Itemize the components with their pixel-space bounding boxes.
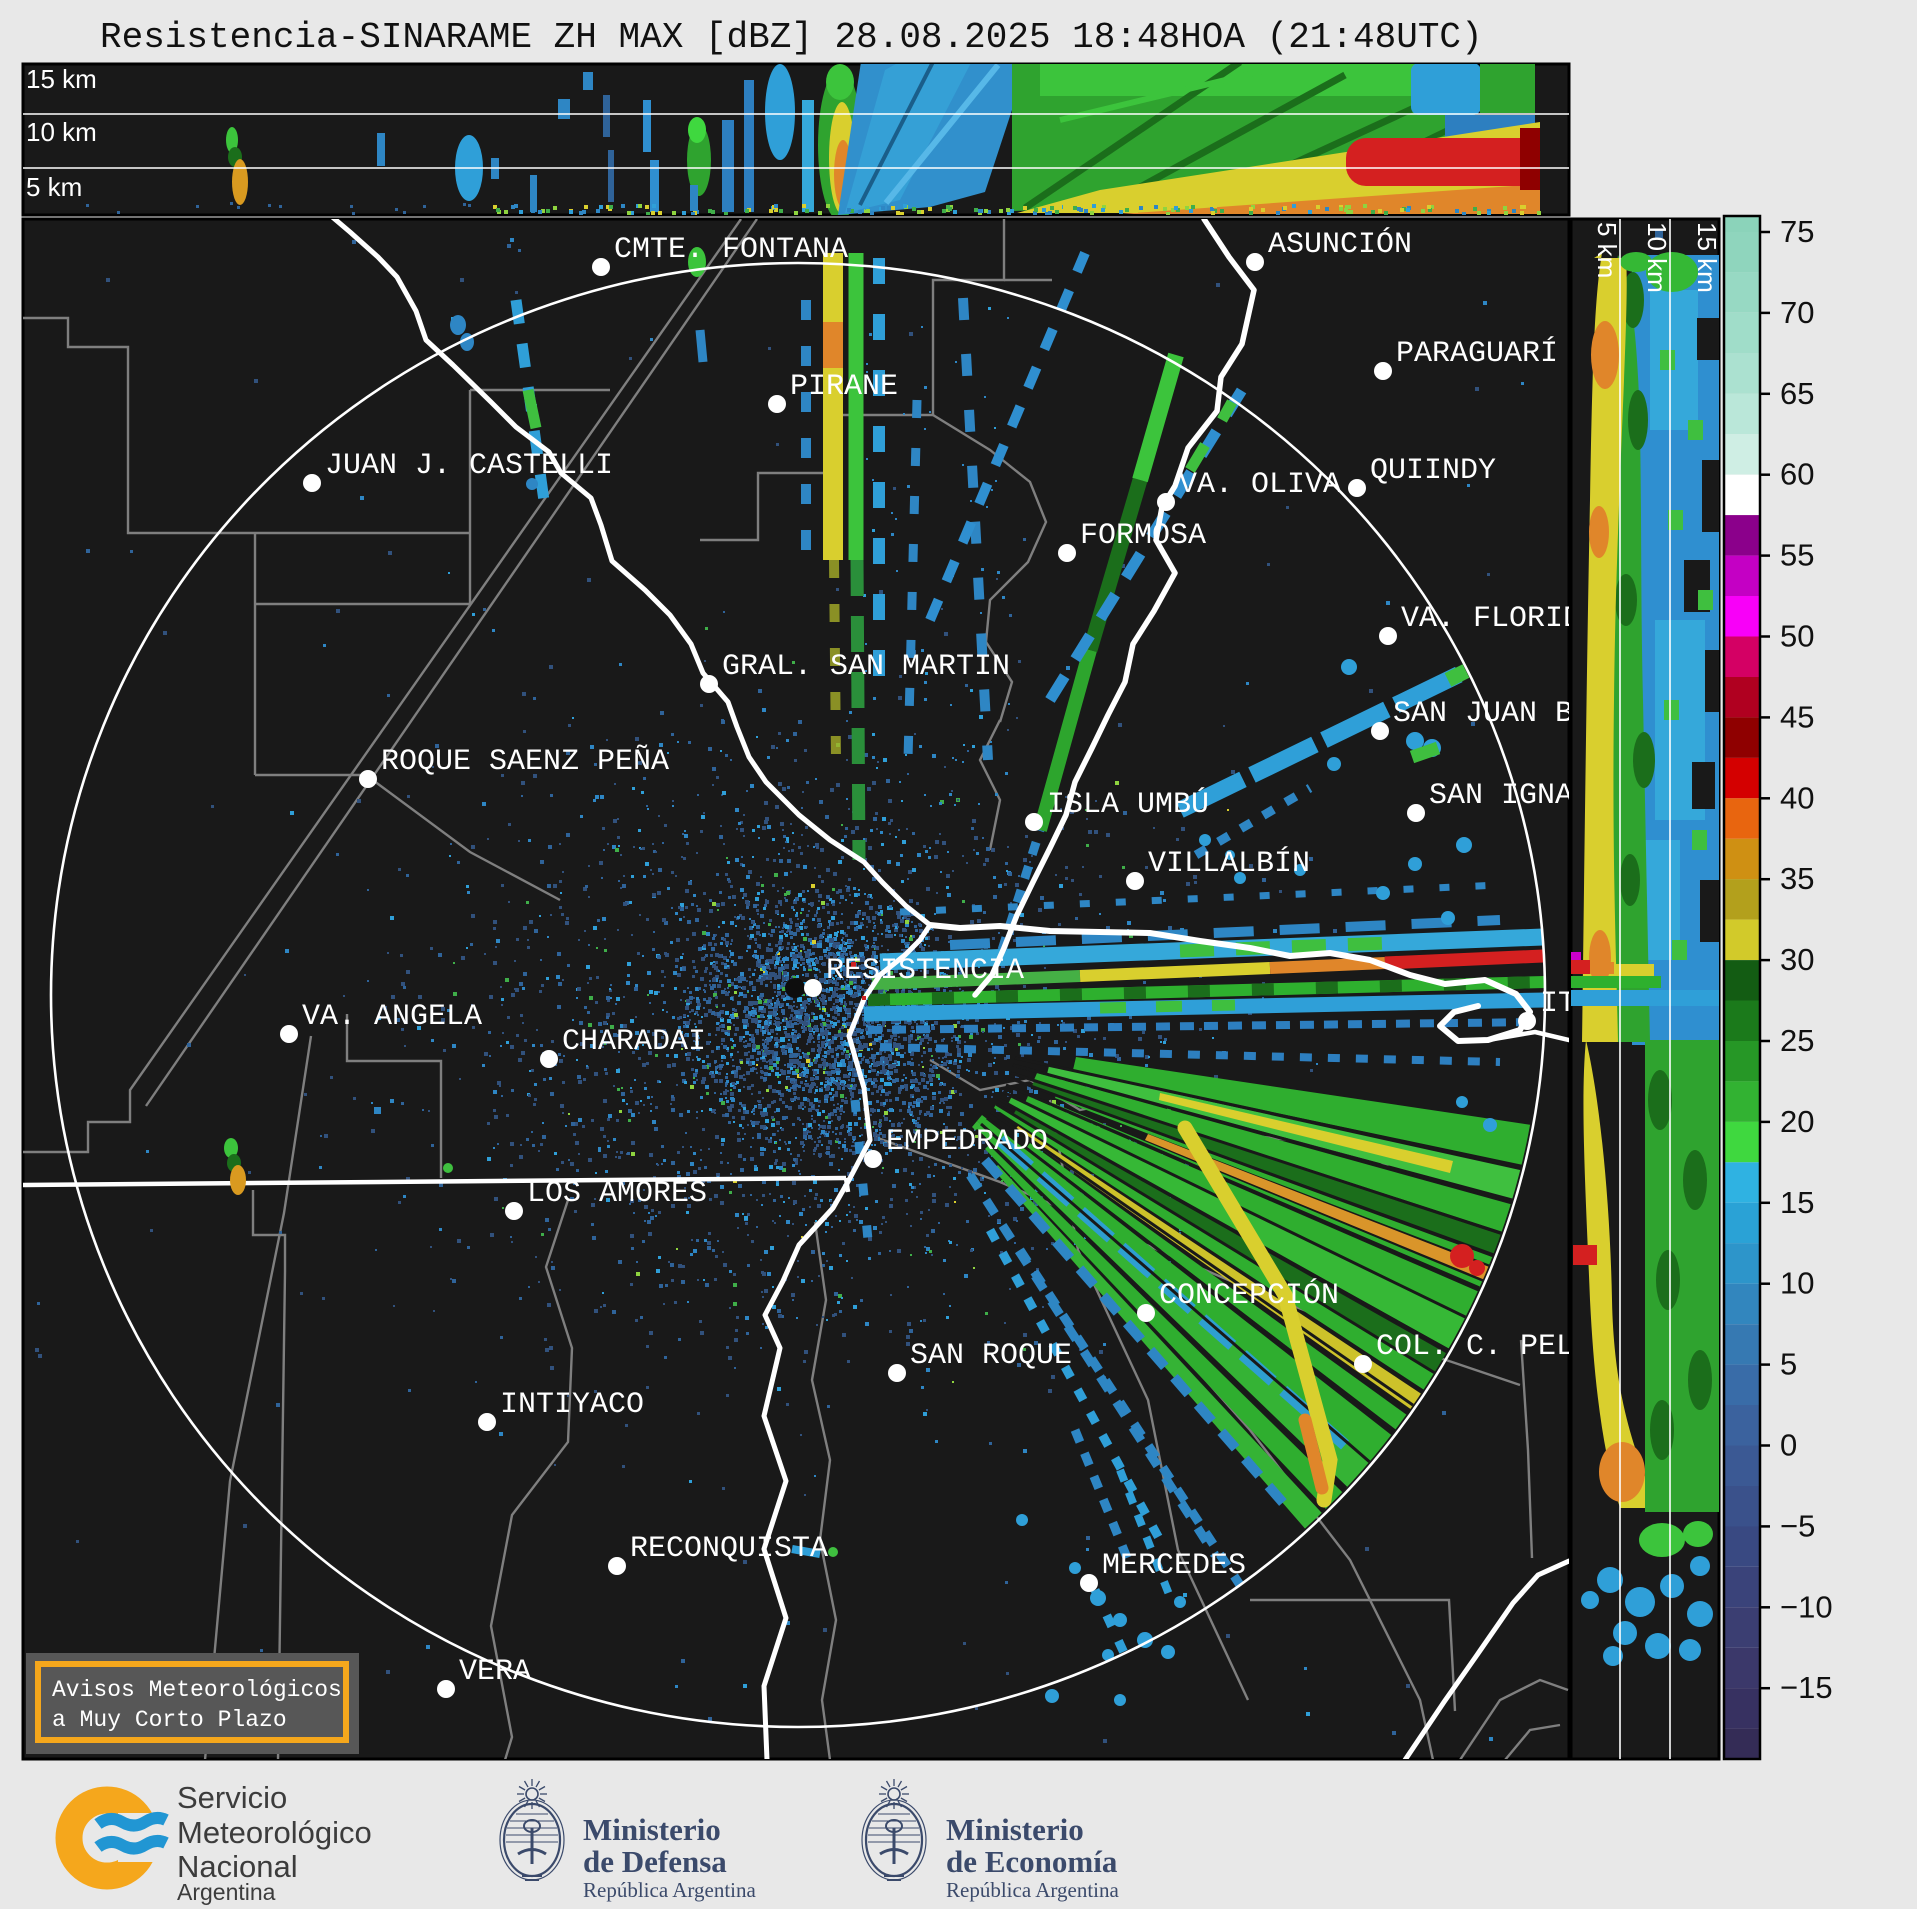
svg-text:FORMOSA: FORMOSA — [1080, 519, 1206, 553]
svg-text:Resistencia-SINARAME ZH MAX [d: Resistencia-SINARAME ZH MAX [dBZ] 28.08.… — [100, 17, 1483, 58]
svg-text:LOS AMORES: LOS AMORES — [527, 1177, 707, 1211]
svg-text:a Muy Corto Plazo: a Muy Corto Plazo — [52, 1707, 287, 1733]
svg-text:VERA: VERA — [459, 1655, 531, 1689]
svg-text:CHARADAI: CHARADAI — [562, 1025, 706, 1059]
svg-text:EMPEDRADO: EMPEDRADO — [886, 1125, 1048, 1159]
svg-text:VILLALBÍN: VILLALBÍN — [1148, 846, 1310, 881]
svg-text:SAN JUAN BTA: SAN JUAN BTA — [1393, 697, 1609, 731]
svg-text:MERCEDES: MERCEDES — [1102, 1549, 1246, 1583]
svg-text:ISLA UMBÚ: ISLA UMBÚ — [1047, 787, 1209, 822]
svg-text:VA. FLORIDA: VA. FLORIDA — [1401, 602, 1599, 636]
svg-text:PIRANE: PIRANE — [790, 370, 898, 404]
svg-text:Avisos Meteorológicos: Avisos Meteorológicos — [52, 1677, 342, 1703]
svg-text:VA. OLIVA: VA. OLIVA — [1179, 468, 1341, 502]
svg-text:VA. ANGELA: VA. ANGELA — [302, 1000, 482, 1034]
svg-text:RESISTENCIA: RESISTENCIA — [826, 954, 1024, 988]
svg-text:COL. C. PELLEGRINI: COL. C. PELLEGRINI — [1376, 1330, 1700, 1364]
svg-text:CONCEPCIÓN: CONCEPCIÓN — [1159, 1278, 1339, 1313]
svg-text:QUIINDY: QUIINDY — [1370, 454, 1496, 488]
svg-text:JUAN J. CASTELLI: JUAN J. CASTELLI — [325, 449, 613, 483]
svg-text:CMTE. FONTANA: CMTE. FONTANA — [614, 233, 848, 267]
svg-text:ASUNCIÓN: ASUNCIÓN — [1268, 227, 1412, 262]
svg-text:ITATÍ: ITATÍ — [1540, 986, 1630, 1021]
svg-text:PARAGUARÍ: PARAGUARÍ — [1396, 336, 1558, 371]
svg-text:GRAL. SAN MARTIN: GRAL. SAN MARTIN — [722, 650, 1010, 684]
svg-text:ROQUE SAENZ PEÑA: ROQUE SAENZ PEÑA — [381, 744, 669, 779]
svg-text:RECONQUISTA: RECONQUISTA — [630, 1532, 828, 1566]
svg-text:SAN ROQUE: SAN ROQUE — [910, 1339, 1072, 1373]
svg-text:SAN IGNACIO: SAN IGNACIO — [1429, 779, 1627, 813]
svg-text:INTIYACO: INTIYACO — [500, 1388, 644, 1422]
